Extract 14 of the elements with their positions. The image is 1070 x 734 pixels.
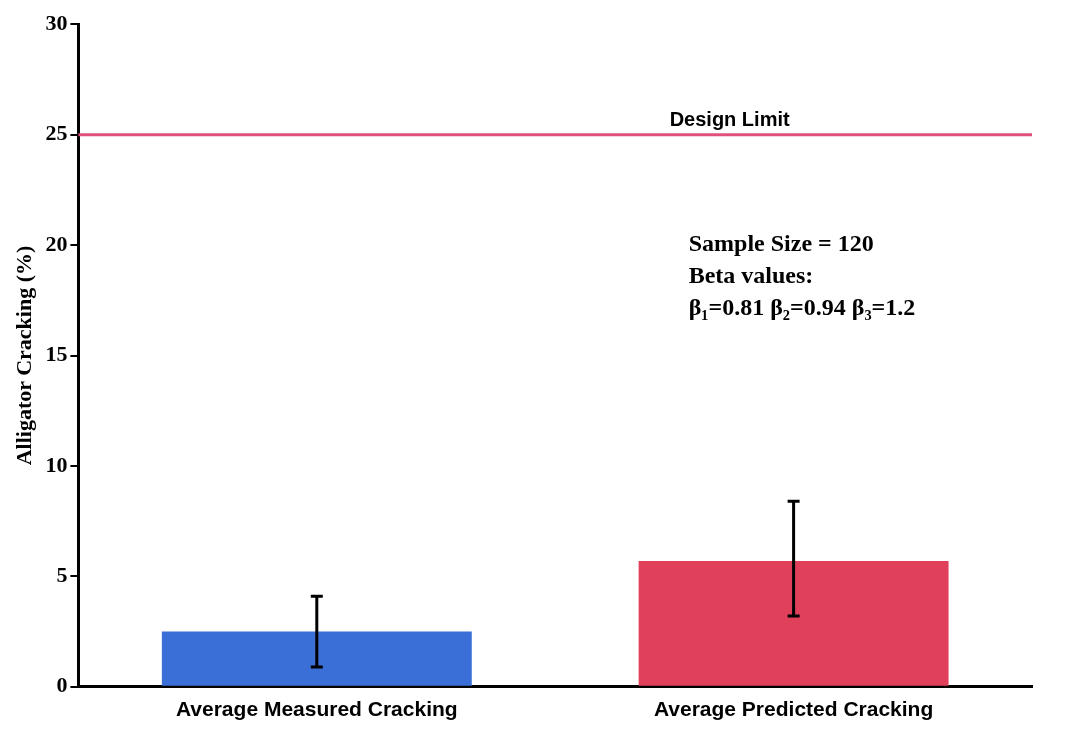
y-tick-label: 20 [45,230,68,256]
annotation: Beta values: [688,262,814,289]
ref-line-label: Design Limit [669,108,790,131]
y-tick-label: 5 [56,562,68,588]
y-tick-label: 25 [45,120,68,146]
y-tick-label: 0 [56,672,68,698]
annotation: Sample Size = 120 [688,230,874,257]
annotation: β₁=0.81 β₂=0.94 β₃=1.2 [688,294,916,321]
y-tick-label: 30 [45,9,68,35]
y-tick-label: 10 [45,451,68,477]
y-axis-title: Alligator Cracking (%) [10,245,36,466]
y-tick-label: 15 [45,341,68,367]
x-tick-label: Average Measured Cracking [175,697,458,721]
x-tick-label: Average Predicted Cracking [653,697,934,721]
